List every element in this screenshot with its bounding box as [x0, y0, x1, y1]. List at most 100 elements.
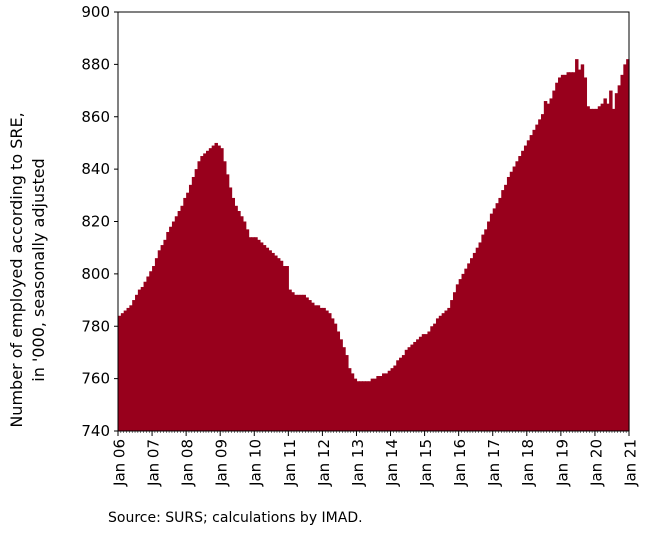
y-tick-label: 840 — [81, 160, 110, 178]
bar — [186, 192, 190, 431]
bar — [313, 305, 318, 431]
bar — [285, 266, 289, 431]
bar — [421, 334, 426, 431]
bar — [566, 72, 570, 431]
bar — [489, 213, 494, 431]
y-tick-label: 760 — [81, 370, 110, 388]
bar — [120, 313, 125, 431]
bar — [237, 211, 241, 431]
y-tick-label: 900 — [81, 3, 110, 21]
bar — [225, 174, 230, 432]
bar — [478, 242, 482, 431]
bar — [171, 221, 176, 431]
bar — [614, 93, 619, 432]
y-tick-label: 880 — [81, 55, 110, 73]
bar — [543, 101, 548, 431]
x-tick-label: Jan 14 — [383, 439, 401, 487]
bar — [203, 153, 207, 431]
bar — [276, 258, 281, 431]
bar — [452, 292, 457, 431]
bar — [484, 229, 488, 431]
x-tick-label: Jan 17 — [485, 439, 503, 487]
bar — [501, 190, 505, 431]
bar — [569, 72, 573, 431]
bar — [558, 77, 562, 431]
bar — [384, 373, 389, 431]
bar — [177, 211, 182, 431]
bar — [282, 266, 287, 431]
bar — [234, 205, 238, 431]
bar — [208, 148, 213, 432]
bar — [433, 323, 437, 431]
bar — [470, 258, 474, 431]
bar — [399, 357, 403, 431]
bar — [288, 289, 292, 431]
y-tick-label: 820 — [81, 213, 110, 231]
bar — [467, 263, 471, 431]
x-tick-label: Jan 07 — [145, 439, 163, 487]
bar — [401, 355, 406, 431]
bar — [367, 381, 372, 431]
bar — [257, 239, 261, 431]
bar — [251, 237, 255, 431]
bar — [577, 69, 582, 432]
bar — [450, 300, 454, 431]
bar — [152, 266, 156, 431]
bar — [143, 281, 147, 431]
x-tick-label: Jan 10 — [247, 439, 265, 487]
bar — [498, 197, 502, 431]
bar — [407, 347, 412, 431]
x-tick-label: Jan 12 — [315, 439, 333, 487]
bar — [472, 252, 477, 431]
bar — [174, 216, 179, 431]
y-axis-title: Number of employed according to SRE, — [7, 112, 26, 427]
bar — [606, 103, 610, 431]
x-tick-label: Jan 16 — [451, 439, 469, 487]
bar — [594, 108, 599, 431]
bar — [435, 318, 440, 431]
bar — [521, 150, 525, 432]
bar — [296, 294, 301, 431]
bar — [540, 114, 545, 431]
bar — [626, 59, 630, 431]
bars-group — [118, 59, 630, 432]
bar — [211, 145, 216, 431]
bar — [228, 187, 233, 431]
bar — [373, 378, 377, 432]
bar — [271, 252, 275, 431]
bar — [495, 203, 500, 431]
bar — [299, 294, 304, 431]
bar — [123, 310, 128, 431]
bar — [359, 381, 363, 431]
y-tick-label: 740 — [81, 422, 110, 440]
bar — [336, 331, 341, 431]
bar — [583, 77, 588, 431]
bar — [461, 273, 465, 432]
bar — [589, 108, 593, 431]
bar — [563, 74, 568, 431]
x-tick-label: Jan 15 — [417, 439, 435, 487]
bar — [492, 208, 497, 431]
bar — [291, 292, 295, 431]
bar — [242, 221, 247, 431]
bar — [194, 169, 199, 432]
bar — [356, 381, 360, 431]
bar — [245, 229, 250, 431]
bar — [333, 323, 338, 431]
bar — [396, 360, 400, 431]
x-tick-label: Jan 18 — [519, 439, 537, 487]
bar — [387, 370, 392, 431]
bar — [416, 339, 420, 431]
bar — [617, 85, 622, 431]
bar — [259, 242, 264, 431]
bar — [265, 247, 270, 431]
bar — [370, 378, 375, 432]
bar — [555, 82, 559, 432]
bar — [427, 331, 431, 431]
bar — [132, 300, 136, 431]
bar — [262, 245, 267, 431]
bar — [220, 148, 224, 432]
bar — [586, 106, 590, 432]
bar — [552, 90, 556, 431]
